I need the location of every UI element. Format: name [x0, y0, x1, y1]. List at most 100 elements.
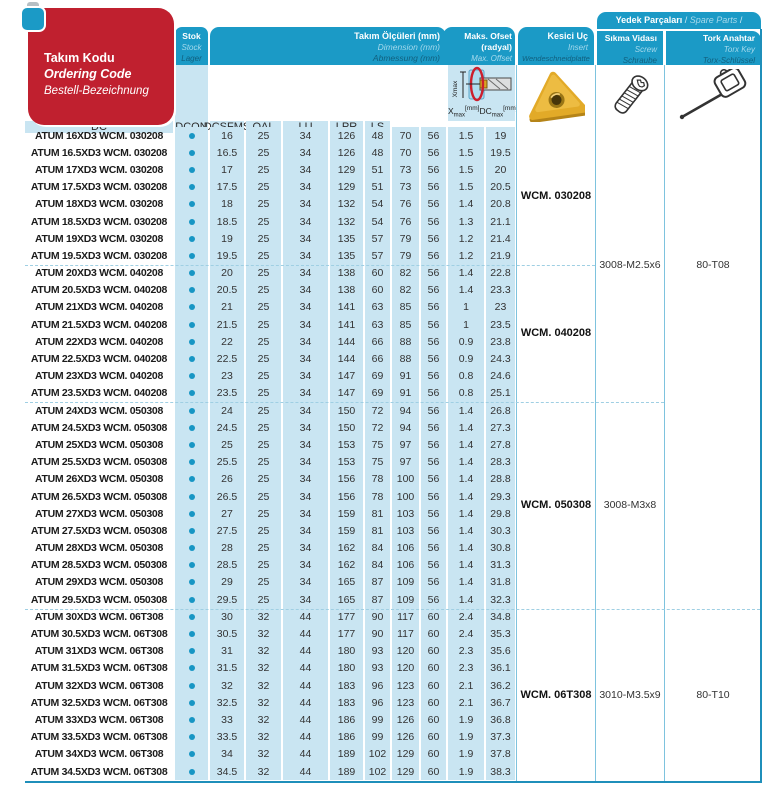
- stock-indicator-cell: [175, 556, 208, 574]
- row-ordering-code: ATUM 28XD3 WCM. 050308: [35, 542, 163, 555]
- cell-dcon: 25: [246, 539, 281, 557]
- cell-xmax_mm: 1.4: [448, 264, 484, 282]
- table-right-border: [760, 29, 762, 783]
- cell-xmax_mm: 1.5: [448, 144, 484, 162]
- row-ordering-code: ATUM 27.5XD3 WCM. 050308: [30, 524, 168, 537]
- table-row: ATUM 28.5XD3 WCM. 050308 28.5 25 34 162 84 106…: [25, 556, 515, 574]
- cell-dcsfms: 34: [283, 247, 328, 265]
- in-stock-dot: [188, 631, 195, 638]
- screw-header: Sıkma Vidası Screw Schraube: [597, 31, 663, 65]
- cell-dcsfms: 34: [283, 539, 328, 557]
- cell-ls: 56: [421, 281, 446, 299]
- in-stock-dot: [188, 716, 195, 723]
- in-stock-dot: [188, 751, 195, 758]
- cell-dc: 23.5: [210, 384, 244, 402]
- cell-xmax_mm: 1.4: [448, 281, 484, 299]
- stock-indicator-cell: [175, 505, 208, 523]
- cell-dc: 22: [210, 333, 244, 351]
- table-body: ATUM 16XD3 WCM. 030208 16 25 34 126 48 70 56 1.5…: [25, 127, 515, 781]
- cell-lpr: 123: [392, 677, 419, 695]
- cell-dcon: 25: [246, 144, 281, 162]
- stock-indicator-cell: [175, 247, 208, 265]
- stock-indicator-cell: [175, 212, 208, 231]
- cell-dcmax_mm: 29.3: [486, 487, 515, 506]
- cell-lu: 84: [365, 556, 390, 574]
- screw-photo-cell: [597, 65, 663, 127]
- stock-indicator-cell: [175, 591, 208, 609]
- cell-lpr: 100: [392, 470, 419, 488]
- cell-xmax_mm: 1.9: [448, 745, 484, 763]
- cell-lu: 63: [365, 316, 390, 334]
- in-stock-dot: [188, 459, 195, 466]
- cell-dc: 16: [210, 127, 244, 145]
- stock-indicator-cell: [175, 195, 208, 213]
- ordering-code-en: Ordering Code: [44, 67, 132, 81]
- cell-dc: 31: [210, 642, 244, 660]
- row-ordering-code: ATUM 21XD3 WCM. 040208: [35, 301, 163, 314]
- cell-dcon: 25: [246, 402, 281, 420]
- table-row: ATUM 32XD3 WCM. 06T308 32 32 44 183 96 123 60 2.…: [25, 677, 515, 695]
- cell-ls: 56: [421, 487, 446, 506]
- cell-xmax_mm: 1.4: [448, 573, 484, 592]
- group-separator: [25, 402, 664, 404]
- cell-lu: 48: [365, 127, 390, 145]
- cell-lu: 72: [365, 402, 390, 420]
- cell-lpr: 103: [392, 522, 419, 540]
- cell-lu: 75: [365, 453, 390, 471]
- cell-dcmax_mm: 23.8: [486, 333, 515, 351]
- cell-dc: 18: [210, 195, 244, 213]
- cell-lpr: 126: [392, 728, 419, 746]
- cell-dcon: 32: [246, 625, 281, 643]
- table-row: ATUM 16XD3 WCM. 030208 16 25 34 126 48 70 56 1.5…: [25, 127, 515, 145]
- cell-lpr: 85: [392, 316, 419, 334]
- cell-dc: 18.5: [210, 212, 244, 231]
- cell-dc: 26: [210, 470, 244, 488]
- cell-ls: 56: [421, 591, 446, 609]
- table-row: ATUM 20.5XD3 WCM. 040208 20.5 25 34 138 60 82 5…: [25, 281, 515, 299]
- cell-lu: 51: [365, 161, 390, 179]
- row-ordering-code: ATUM 21.5XD3 WCM. 040208: [30, 318, 168, 331]
- cell-dc: 31.5: [210, 659, 244, 677]
- cell-dcon: 25: [246, 178, 281, 196]
- cell-oal: 156: [330, 470, 363, 488]
- cell-dcon: 32: [246, 711, 281, 729]
- in-stock-dot: [188, 596, 195, 603]
- cell-ls: 60: [421, 642, 446, 660]
- cell-dcon: 25: [246, 384, 281, 402]
- in-stock-dot: [188, 682, 195, 689]
- table-row: ATUM 19XD3 WCM. 030208 19 25 34 135 57 79 56 1.2…: [25, 230, 515, 248]
- stock-indicator-cell: [175, 161, 208, 179]
- cell-lu: 96: [365, 677, 390, 695]
- cell-lu: 96: [365, 694, 390, 712]
- cell-dcmax_mm: 29.8: [486, 505, 515, 523]
- row-ordering-code: ATUM 16XD3 WCM. 030208: [35, 129, 163, 142]
- cell-lu: 75: [365, 436, 390, 454]
- cell-xmax_mm: 0.9: [448, 333, 484, 351]
- cell-xmax_mm: 1: [448, 298, 484, 317]
- insert-group-label: WCM. 040208: [520, 327, 592, 340]
- cell-dcmax_mm: 23.3: [486, 281, 515, 299]
- stock-indicator-cell: [175, 298, 208, 317]
- cell-dc: 21: [210, 298, 244, 317]
- cell-oal: 153: [330, 453, 363, 471]
- tab-notch: [27, 2, 39, 12]
- cell-xmax_mm: 2.1: [448, 694, 484, 712]
- in-stock-dot: [188, 132, 195, 139]
- cell-lpr: 120: [392, 659, 419, 677]
- dimensions-label-tr: Takım Ölçüleri (mm): [354, 31, 440, 41]
- cell-ls: 60: [421, 762, 446, 781]
- cell-dcsfms: 34: [283, 230, 328, 248]
- cell-xmax_mm: 1.3: [448, 212, 484, 231]
- table-row: ATUM 18XD3 WCM. 030208 18 25 34 132 54 76 56 1.4…: [25, 195, 515, 213]
- cell-ls: 56: [421, 316, 446, 334]
- dimensions-label-en: Dimension (mm): [377, 42, 440, 52]
- cell-oal: 141: [330, 298, 363, 317]
- cell-dcon: 25: [246, 195, 281, 213]
- cell-lpr: 129: [392, 745, 419, 763]
- row-ordering-code: ATUM 19XD3 WCM. 030208: [35, 232, 163, 245]
- row-ordering-code: ATUM 31XD3 WCM. 06T308: [34, 645, 164, 658]
- cell-lpr: 94: [392, 402, 419, 420]
- stock-indicator-cell: [175, 677, 208, 695]
- cell-xmax_mm: 1.4: [448, 487, 484, 506]
- cell-dcmax_mm: 24.3: [486, 350, 515, 368]
